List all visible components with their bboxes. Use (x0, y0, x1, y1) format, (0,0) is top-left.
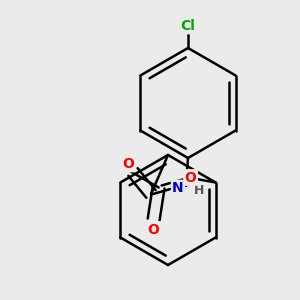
Text: N: N (172, 181, 184, 195)
Text: O: O (185, 170, 197, 184)
Text: O: O (122, 157, 134, 171)
Text: Cl: Cl (181, 19, 195, 33)
Text: O: O (148, 223, 160, 236)
Text: H: H (194, 184, 204, 197)
